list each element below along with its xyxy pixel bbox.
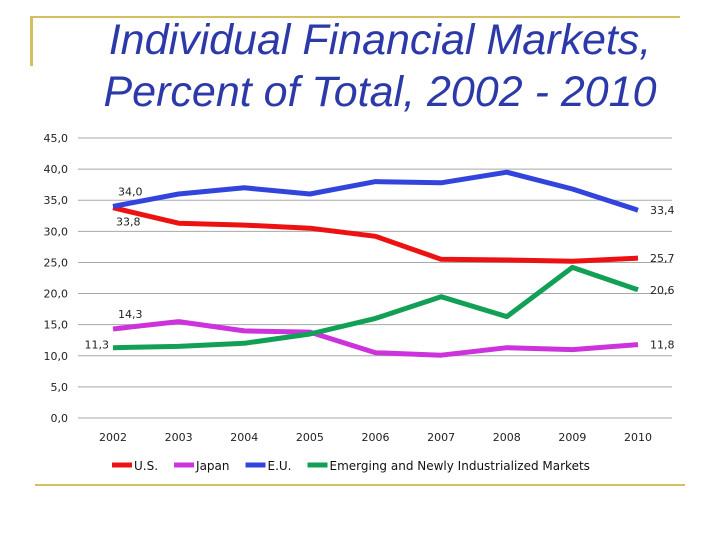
- y-axis-ticks: 0,0 5,0 10,0 15,0 20,0 25,0 30,0 35,0 40,0 45,0: [44, 132, 69, 425]
- x-tick-label: 2008: [493, 431, 521, 444]
- x-tick-label: 2010: [624, 431, 652, 444]
- x-tick-label: 2002: [99, 431, 127, 444]
- slide-title-line-1: Individual Financial Markets,: [108, 16, 652, 64]
- legend-label: E.U.: [268, 459, 292, 473]
- x-tick-label: 2004: [230, 431, 258, 444]
- y-tick-label: 40,0: [44, 163, 69, 176]
- bottom-accent-line: [35, 484, 685, 486]
- y-tick-label: 20,0: [44, 288, 69, 301]
- slide-title: Individual Financial Markets, Percent of…: [40, 14, 720, 118]
- left-accent-bar: [30, 16, 33, 66]
- x-tick-label: 2009: [558, 431, 586, 444]
- data-label: 20,6: [650, 284, 675, 297]
- legend-label: Japan: [195, 459, 229, 473]
- series-line: [112, 205, 639, 264]
- data-labels: 33,8 25,7 14,3 11,8 34,0 33,4 11,3 20,6: [85, 185, 675, 351]
- legend-label: Emerging and Newly Industrialized Market…: [330, 459, 590, 473]
- y-tick-label: 25,0: [44, 256, 69, 269]
- y-tick-label: 5,0: [51, 381, 69, 394]
- data-label: 11,8: [650, 339, 675, 352]
- y-tick-label: 30,0: [44, 225, 69, 238]
- y-tick-label: 0,0: [51, 412, 69, 425]
- data-label: 14,3: [118, 308, 143, 321]
- slide-title-line-2: Percent of Total, 2002 - 2010: [103, 68, 657, 116]
- legend-label: U.S.: [134, 459, 158, 473]
- data-label: 25,7: [650, 252, 675, 265]
- y-tick-label: 15,0: [44, 319, 69, 332]
- series-line: [112, 169, 639, 213]
- x-tick-label: 2006: [362, 431, 390, 444]
- x-tick-label: 2005: [296, 431, 324, 444]
- y-tick-label: 10,0: [44, 350, 69, 363]
- data-label: 34,0: [118, 185, 143, 198]
- y-tick-label: 45,0: [44, 132, 69, 145]
- data-label: 11,3: [85, 339, 110, 352]
- data-label: 33,8: [116, 216, 141, 229]
- x-tick-label: 2007: [427, 431, 455, 444]
- series-line: [112, 319, 639, 358]
- data-label: 33,4: [650, 204, 675, 217]
- series-lines: [112, 169, 639, 358]
- x-axis-ticks: 2002 2003 2004 2005 2006 2007 2008 2009 2010: [99, 431, 652, 444]
- top-accent-line: [30, 16, 680, 18]
- legend: U.S. Japan E.U. Emerging and Newly Industri…: [112, 459, 590, 473]
- y-tick-label: 35,0: [44, 194, 69, 207]
- series-line: [112, 264, 639, 351]
- x-tick-label: 2003: [165, 431, 193, 444]
